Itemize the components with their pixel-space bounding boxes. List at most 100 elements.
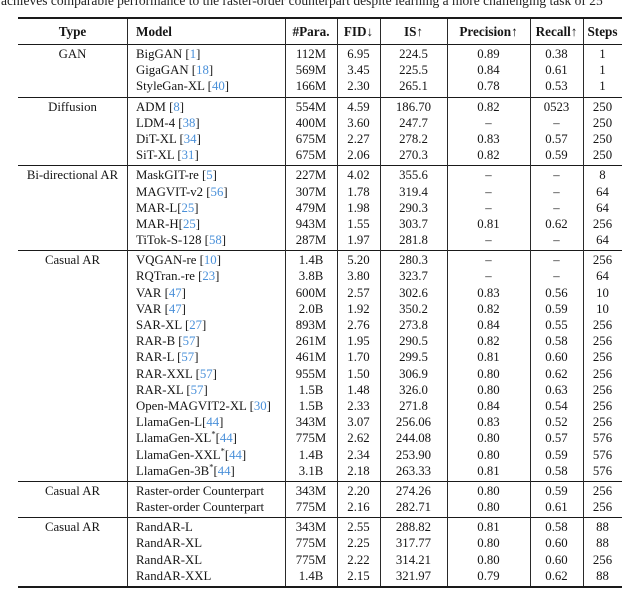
column-header-fid: FID↓ <box>343 23 374 39</box>
cell-model: LlamaGen-L[44] <box>136 415 224 430</box>
cell-fid: 1.50 <box>347 366 370 381</box>
citation-link[interactable]: 40 <box>211 79 225 94</box>
cell-model: GigaGAN [18] <box>136 63 214 78</box>
cell-precision: 0.82 <box>477 148 500 163</box>
cell-steps: 10 <box>596 285 609 300</box>
column-divider <box>583 19 584 586</box>
citation-link[interactable]: 57 <box>182 334 196 349</box>
table-row: VAR [47] 600M 2.57 302.6 0.83 0.56 10 <box>18 285 622 301</box>
cell-fid: 2.27 <box>347 131 370 146</box>
cell-steps: 256 <box>592 552 613 567</box>
cell-params: 675M <box>295 131 327 146</box>
cell-type <box>18 131 127 147</box>
cell-type <box>18 398 127 414</box>
table-row: LlamaGen-XXL*[44] 1.4B 2.34 253.90 0.80 0.59 5… <box>18 447 622 463</box>
citation-link[interactable]: 58 <box>208 233 222 248</box>
table-row: RAR-XL [57] 1.5B 1.48 326.0 0.80 0.63 256 <box>18 382 622 398</box>
cell-steps: 1 <box>599 47 606 61</box>
citation-link[interactable]: 57 <box>199 366 213 381</box>
table-row: SiT-XL [31] 675M 2.06 270.3 0.82 0.59 250 <box>18 147 622 163</box>
cell-recall: 0.61 <box>545 500 568 515</box>
citation-link[interactable]: 1 <box>189 47 197 61</box>
cell-precision: 0.80 <box>477 483 500 498</box>
cell-is: 323.7 <box>399 269 428 284</box>
cell-model: SAR-XL [27] <box>136 318 207 332</box>
cell-is: 282.71 <box>395 500 432 515</box>
citation-link[interactable]: 10 <box>203 253 217 268</box>
cell-params: 554M <box>295 99 327 114</box>
cell-model: RandAR-L <box>136 520 193 535</box>
table-row: TiTok-S-128 [58] 287M 1.97 281.8 – – 64 <box>18 232 622 248</box>
citation-link[interactable]: 56 <box>210 184 224 199</box>
cell-steps: 64 <box>596 233 609 248</box>
citation-link[interactable]: 38 <box>182 115 196 130</box>
cell-model: RAR-B [57] <box>136 334 200 349</box>
cell-is: 280.3 <box>399 253 428 268</box>
cell-recall: 0.62 <box>545 216 568 231</box>
cell-params: 166M <box>295 79 327 94</box>
cell-model: DiT-XL [34] <box>136 131 201 146</box>
citation-link[interactable]: 47 <box>168 285 182 300</box>
cell-fid: 3.07 <box>347 415 370 430</box>
citation-link[interactable]: 31 <box>181 148 195 163</box>
cell-precision: 0.81 <box>477 216 500 231</box>
cell-steps: 250 <box>592 148 613 163</box>
cell-type <box>18 62 127 78</box>
cell-params: 675M <box>295 148 327 163</box>
citation-link[interactable]: 18 <box>196 63 209 78</box>
cell-steps: 256 <box>592 253 613 268</box>
cell-precision: – <box>485 184 492 199</box>
cell-type <box>18 568 127 584</box>
cell-is: 225.5 <box>399 63 428 78</box>
cell-fid: 2.16 <box>347 500 370 515</box>
cell-is: 247.7 <box>399 115 428 130</box>
cell-is: 290.5 <box>399 334 428 349</box>
cell-precision: 0.80 <box>477 447 500 462</box>
citation-link[interactable]: 57 <box>190 382 204 397</box>
cell-steps: 1 <box>599 79 606 94</box>
table-row: RAR-L [57] 461M 1.70 299.5 0.81 0.60 256 <box>18 349 622 365</box>
citation-link[interactable]: 5 <box>206 168 213 183</box>
cell-recall: 0.52 <box>545 415 568 430</box>
cell-params: 461M <box>295 350 327 365</box>
cell-params: 227M <box>295 168 327 183</box>
cell-precision: 0.80 <box>477 552 500 567</box>
citation-link[interactable]: 27 <box>189 318 203 332</box>
cell-recall: – <box>553 269 560 284</box>
cell-is: 326.0 <box>399 382 428 397</box>
table-row: StyleGan-XL [40] 166M 2.30 265.1 0.78 0.53 1 <box>18 78 622 94</box>
cell-precision: 0.84 <box>477 398 500 413</box>
citation-link[interactable]: 44 <box>206 415 220 430</box>
column-header-params: #Para. <box>292 23 330 39</box>
cell-params: 287M <box>295 233 327 248</box>
citation-link[interactable]: 44 <box>217 463 231 478</box>
cell-recall: – <box>553 233 560 248</box>
cell-recall: 0.56 <box>545 285 568 300</box>
cell-precision: – <box>485 269 492 284</box>
table-row: GigaGAN [18] 569M 3.45 225.5 0.84 0.61 1 <box>18 62 622 78</box>
citation-link[interactable]: 47 <box>168 301 182 316</box>
cell-recall: 0.53 <box>545 79 568 94</box>
citation-link[interactable]: 34 <box>183 131 197 146</box>
cell-params: 1.5B <box>298 382 324 397</box>
citation-link[interactable]: 8 <box>173 99 180 114</box>
cell-precision: – <box>485 233 492 248</box>
cell-fid: 4.59 <box>347 99 370 114</box>
citation-link[interactable]: 44 <box>229 447 242 462</box>
cell-type <box>18 349 127 365</box>
citation-link[interactable]: 23 <box>202 269 216 284</box>
citation-link[interactable]: 25 <box>182 216 196 231</box>
cell-fid: 1.97 <box>347 233 370 248</box>
table-row: RQTran.-re [23] 3.8B 3.80 323.7 – – 64 <box>18 268 622 284</box>
cell-fid: 4.02 <box>347 168 370 183</box>
cell-type <box>18 447 127 463</box>
citation-link[interactable]: 30 <box>253 398 267 413</box>
citation-link[interactable]: 57 <box>181 350 195 365</box>
cell-is: 278.2 <box>399 131 428 146</box>
cell-precision: – <box>485 115 492 130</box>
citation-link[interactable]: 25 <box>181 200 195 215</box>
cell-recall: – <box>553 200 560 215</box>
caption-text: achieves comparable performance to the r… <box>1 0 603 8</box>
cell-precision: 0.82 <box>477 301 500 316</box>
citation-link[interactable]: 44 <box>219 431 233 446</box>
